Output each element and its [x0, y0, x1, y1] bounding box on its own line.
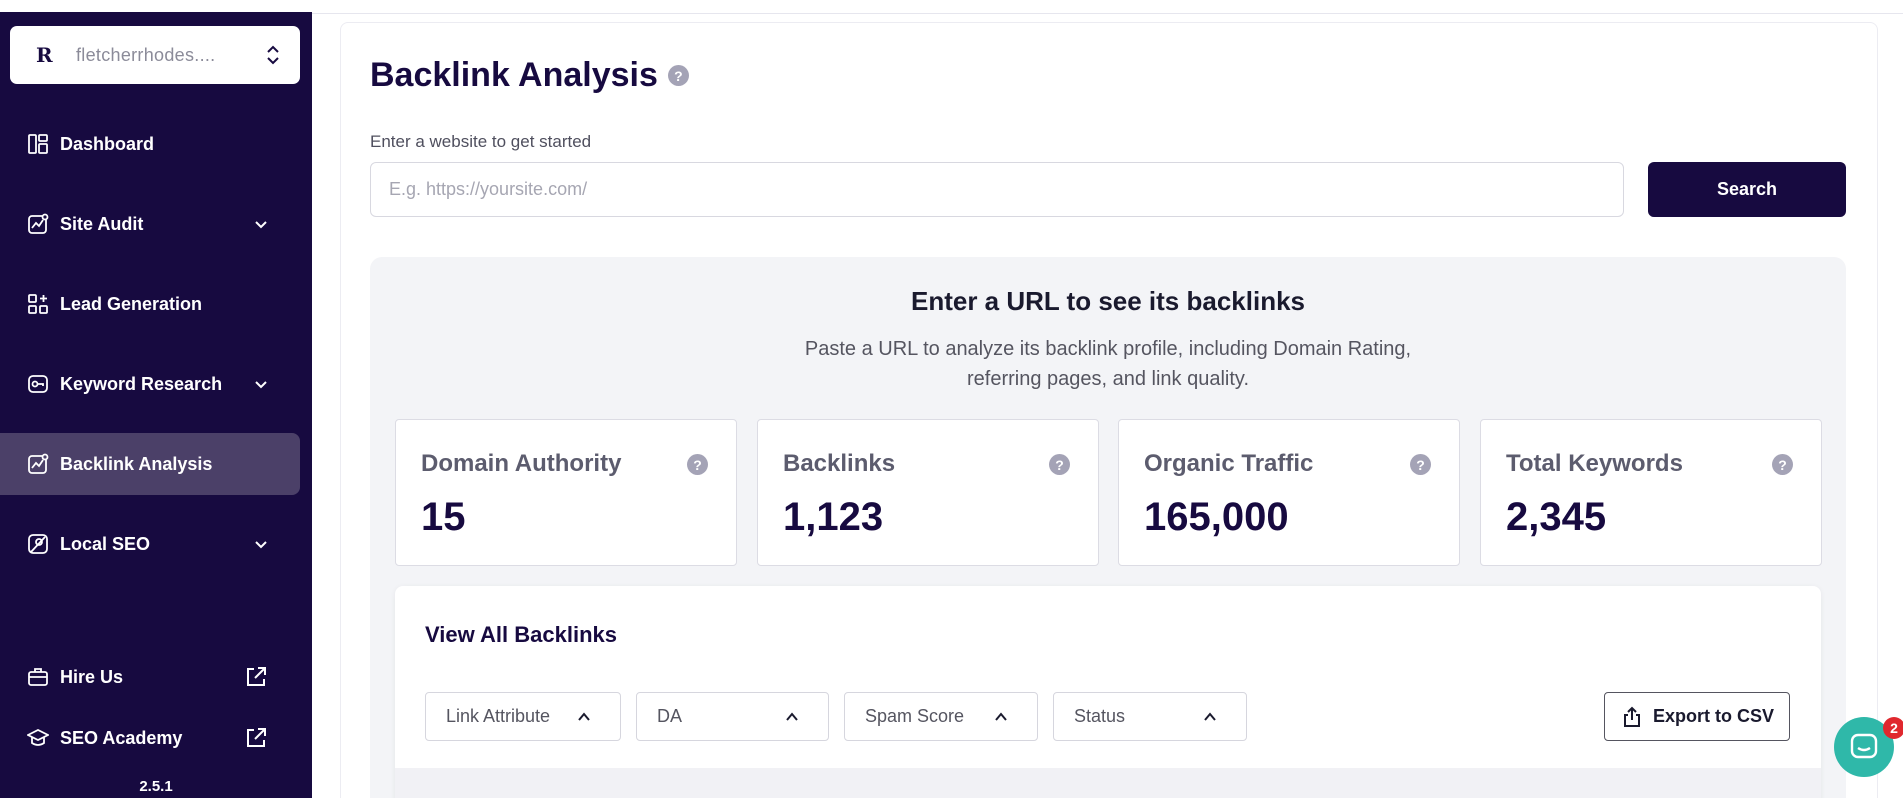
graduation-cap-icon — [26, 726, 50, 750]
external-link-icon[interactable] — [244, 665, 268, 689]
sidebar-item-site-audit[interactable]: Site Audit — [0, 193, 300, 255]
website-url-input[interactable] — [370, 162, 1624, 217]
page-title-text: Backlink Analysis — [370, 56, 658, 94]
sidebar-item-dashboard[interactable]: Dashboard — [0, 113, 300, 175]
sidebar-item-keyword-research[interactable]: Keyword Research — [0, 353, 300, 415]
workspace-name: fletcherrhodes.... — [76, 44, 216, 65]
backlinks-table-title: View All Backlinks — [425, 622, 617, 647]
share-export-icon — [1624, 706, 1640, 727]
stat-card-backlinks: Backlinks ? 1,123 — [757, 419, 1099, 566]
help-icon[interactable]: ? — [667, 65, 689, 86]
sidebar-item-label: Hire Us — [60, 666, 124, 687]
chart-line-icon — [26, 212, 50, 236]
sidebar-item-label: Dashboard — [60, 133, 155, 154]
external-link-icon[interactable] — [244, 726, 268, 750]
sidebar-item-label: Lead Generation — [60, 293, 203, 314]
stat-label: Backlinks — [783, 450, 896, 477]
app-version: 2.5.1 — [139, 778, 173, 795]
chart-line-icon — [26, 452, 50, 476]
top-bar — [312, 0, 1903, 14]
stat-card-total-keywords: Total Keywords ? 2,345 — [1480, 419, 1822, 566]
map-pin-icon — [26, 532, 50, 556]
sidebar-item-seo-academy[interactable]: SEO Academy — [0, 707, 300, 769]
key-icon — [26, 372, 50, 396]
filter-link-attribute[interactable]: Link Attribute — [425, 692, 621, 741]
briefcase-icon — [26, 665, 50, 689]
sidebar-item-backlink-analysis[interactable]: Backlink Analysis — [0, 433, 300, 495]
website-input-label: Enter a website to get started — [370, 132, 592, 151]
sidebar-item-label: Backlink Analysis — [60, 453, 213, 474]
chevron-down-icon[interactable] — [252, 215, 270, 233]
help-icon[interactable]: ? — [1410, 454, 1431, 475]
filter-da[interactable]: DA — [636, 692, 829, 741]
workspace-selector[interactable]: R fletcherrhodes.... — [10, 26, 300, 84]
filter-label: Status — [1074, 706, 1126, 726]
stat-label: Organic Traffic — [1144, 450, 1314, 477]
sidebar-item-label: Local SEO — [60, 533, 151, 554]
help-icon[interactable]: ? — [687, 454, 708, 475]
stat-label: Total Keywords — [1506, 450, 1683, 477]
chevron-up-icon — [995, 712, 1007, 721]
sidebar-item-label: Keyword Research — [60, 373, 223, 394]
page-title: Backlink Analysis ? — [370, 56, 689, 95]
chevron-down-icon[interactable] — [252, 535, 270, 553]
sidebar-item-label: SEO Academy — [60, 727, 183, 748]
sidebar-item-local-seo[interactable]: Local SEO — [0, 513, 300, 575]
filter-label: DA — [657, 706, 683, 726]
chat-icon — [1850, 733, 1878, 759]
filter-label: Link Attribute — [446, 706, 551, 726]
help-icon[interactable]: ? — [1772, 454, 1793, 475]
sidebar-item-hire-us[interactable]: Hire Us — [0, 646, 300, 708]
empty-state-title: Enter a URL to see its backlinks — [911, 286, 1305, 316]
sidebar-item-label: Site Audit — [60, 213, 144, 234]
export-csv-button[interactable]: Export to CSV — [1604, 692, 1790, 741]
lead-generation-icon — [26, 292, 50, 316]
stat-value: 2,345 — [1506, 495, 1607, 539]
empty-state-description: Paste a URL to analyze its backlink prof… — [804, 338, 1412, 390]
filter-label: Spam Score — [865, 706, 965, 726]
search-button[interactable]: Search — [1648, 162, 1846, 217]
stat-value: 1,123 — [783, 495, 884, 539]
stat-value: 15 — [421, 495, 466, 539]
chevron-up-icon — [1204, 712, 1216, 721]
chevron-updown-icon — [264, 42, 282, 68]
export-label: Export to CSV — [1653, 706, 1775, 726]
stat-label: Domain Authority — [421, 450, 622, 477]
notification-badge: 2 — [1883, 717, 1903, 739]
filter-status[interactable]: Status — [1053, 692, 1247, 741]
help-icon[interactable]: ? — [1049, 454, 1070, 475]
chevron-up-icon — [786, 712, 798, 721]
stat-card-organic-traffic: Organic Traffic ? 165,000 — [1118, 419, 1460, 566]
filter-spam-score[interactable]: Spam Score — [844, 692, 1038, 741]
dashboard-icon — [26, 132, 50, 156]
stat-value: 165,000 — [1144, 495, 1289, 539]
chevron-up-icon — [578, 712, 590, 721]
sidebar-item-lead-generation[interactable]: Lead Generation — [0, 273, 300, 335]
workspace-logo: R — [36, 43, 53, 67]
chevron-down-icon[interactable] — [252, 375, 270, 393]
stat-card-domain-authority: Domain Authority ? 15 — [395, 419, 737, 566]
table-header-strip — [395, 768, 1821, 798]
